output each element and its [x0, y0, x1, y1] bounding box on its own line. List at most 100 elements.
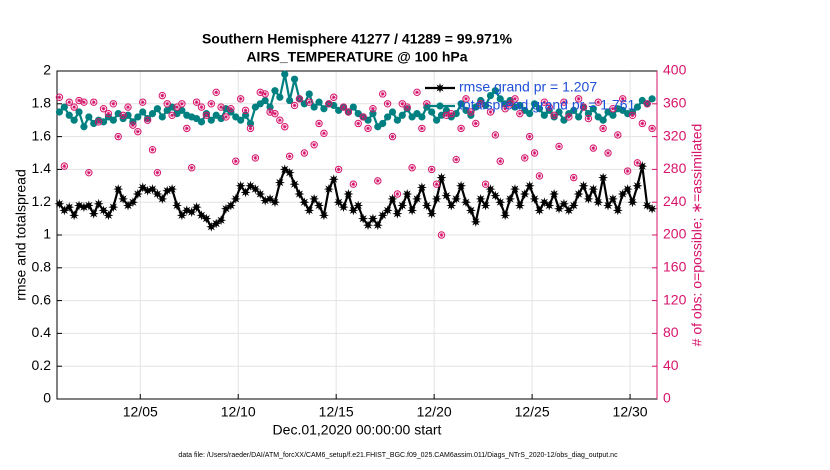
- data-point: [207, 116, 215, 124]
- obs-possible: [281, 123, 289, 131]
- data-point: [467, 108, 475, 116]
- x-tick-label: 12/20: [417, 404, 452, 420]
- obs-assimilated: [463, 96, 469, 102]
- legend-marker: [436, 102, 444, 110]
- data-point: [289, 179, 300, 190]
- data-point: [109, 116, 117, 124]
- data-point: [163, 100, 171, 108]
- obs-assimilated: [438, 232, 445, 238]
- data-point: [236, 95, 245, 103]
- data-point: [207, 100, 215, 108]
- data-point: [314, 200, 324, 211]
- data-point: [59, 205, 70, 216]
- data-point: [540, 98, 549, 106]
- data-point: [162, 185, 173, 196]
- data-point: [318, 210, 329, 221]
- data-point: [544, 200, 555, 211]
- data-point: [535, 172, 544, 180]
- obs-possible: [374, 177, 382, 185]
- data-point: [142, 185, 153, 196]
- data-point: [294, 189, 305, 199]
- obs-possible: [99, 105, 108, 113]
- data-point: [457, 100, 465, 108]
- x-tick-label: 12/10: [221, 404, 256, 420]
- obs-possible: [530, 149, 539, 157]
- obs-possible: [614, 131, 622, 139]
- data-point: [579, 103, 588, 111]
- obs-assimilated: [301, 150, 307, 156]
- obs-assimilated: [218, 104, 224, 110]
- data-point: [612, 205, 623, 216]
- data-point: [192, 98, 201, 106]
- obs-assimilated: [385, 101, 391, 107]
- y-tick-label: 0.6: [32, 291, 52, 307]
- data-point: [427, 165, 436, 174]
- y-tick-label: 0.2: [32, 357, 52, 373]
- obs-possible: [148, 146, 157, 154]
- y-axis-label: rmse and totalspread: [13, 169, 29, 301]
- data-point: [54, 198, 65, 209]
- data-point: [550, 111, 558, 119]
- data-point: [369, 105, 377, 113]
- data-point: [392, 208, 403, 219]
- data-point: [604, 149, 612, 157]
- data-point: [222, 113, 230, 121]
- obs-assimilated: [203, 112, 209, 118]
- data-point: [516, 109, 524, 118]
- obs-possible: [276, 116, 284, 124]
- data-point: [408, 164, 416, 172]
- obs-assimilated: [331, 94, 337, 100]
- obs-possible: [481, 180, 490, 188]
- data-point: [648, 95, 656, 103]
- data-point: [88, 208, 99, 219]
- obs-assimilated: [453, 157, 459, 163]
- data-point: [609, 105, 617, 113]
- data-point: [598, 172, 609, 183]
- data-point: [305, 90, 313, 98]
- data-point: [104, 109, 113, 118]
- obs-assimilated: [228, 106, 234, 112]
- obs-assimilated: [625, 168, 631, 174]
- y2-tick-label: 320: [663, 127, 687, 143]
- y2-tick-label: 280: [663, 160, 687, 176]
- obs-possible: [535, 172, 544, 180]
- data-point: [441, 190, 452, 201]
- data-point: [470, 216, 481, 227]
- obs-possible: [432, 180, 441, 188]
- data-point: [344, 108, 353, 116]
- data-point: [480, 200, 491, 211]
- obs-possible: [388, 132, 397, 141]
- obs-assimilated: [365, 125, 371, 131]
- data-point: [575, 113, 583, 121]
- obs-assimilated: [551, 112, 557, 118]
- obs-possible: [379, 90, 387, 98]
- obs-possible: [579, 103, 588, 111]
- data-point: [338, 202, 349, 213]
- data-point: [495, 197, 506, 208]
- obs-assimilated: [208, 101, 214, 107]
- obs-possible: [187, 164, 196, 172]
- data-point: [187, 164, 196, 172]
- obs-possible: [183, 124, 191, 133]
- obs-assimilated: [507, 101, 513, 107]
- data-point: [496, 95, 504, 103]
- obs-possible: [486, 108, 495, 116]
- data-point: [216, 215, 227, 226]
- data-point: [363, 220, 373, 231]
- data-point: [212, 88, 220, 97]
- chart-title: Southern Hemisphere 41277 / 41289 = 99.9…: [202, 31, 513, 47]
- data-point: [526, 110, 534, 118]
- data-point: [461, 197, 471, 208]
- obs-possible: [354, 119, 362, 128]
- data-point: [501, 105, 509, 113]
- obs-possible: [437, 231, 446, 239]
- data-point: [570, 106, 578, 114]
- data-point: [535, 105, 544, 113]
- data-point: [143, 116, 152, 124]
- data-point: [638, 119, 647, 128]
- data-point: [358, 213, 369, 224]
- obs-possible: [633, 159, 642, 167]
- obs-possible: [271, 109, 279, 118]
- data-point: [74, 200, 84, 211]
- obs-assimilated: [296, 96, 302, 102]
